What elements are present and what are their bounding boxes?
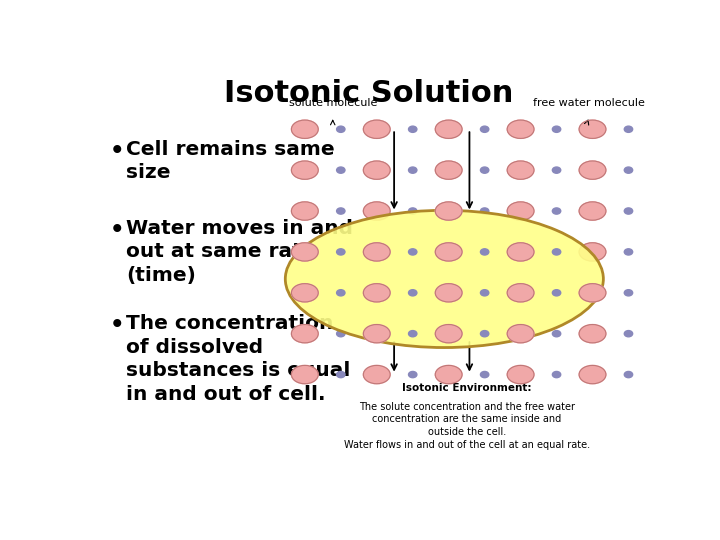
Ellipse shape bbox=[507, 284, 534, 302]
Circle shape bbox=[408, 126, 417, 132]
Circle shape bbox=[480, 249, 489, 255]
Ellipse shape bbox=[364, 202, 390, 220]
Circle shape bbox=[408, 330, 417, 337]
Circle shape bbox=[408, 249, 417, 255]
Ellipse shape bbox=[364, 366, 390, 384]
Text: Isotonic Solution: Isotonic Solution bbox=[225, 79, 513, 109]
Circle shape bbox=[337, 208, 345, 214]
Text: The solute concentration and the free water
concentration are the same inside an: The solute concentration and the free wa… bbox=[343, 402, 590, 450]
Ellipse shape bbox=[436, 243, 462, 261]
Circle shape bbox=[552, 330, 561, 337]
Circle shape bbox=[480, 372, 489, 377]
Text: solute molecule: solute molecule bbox=[289, 98, 377, 109]
Circle shape bbox=[552, 249, 561, 255]
Circle shape bbox=[337, 126, 345, 132]
Ellipse shape bbox=[292, 202, 318, 220]
Ellipse shape bbox=[579, 243, 606, 261]
Ellipse shape bbox=[292, 284, 318, 302]
Text: Water moves in and
out at same rate
(time): Water moves in and out at same rate (tim… bbox=[126, 219, 354, 285]
Circle shape bbox=[552, 126, 561, 132]
Ellipse shape bbox=[507, 366, 534, 384]
Ellipse shape bbox=[292, 325, 318, 343]
Ellipse shape bbox=[292, 161, 318, 179]
Ellipse shape bbox=[364, 120, 390, 138]
Ellipse shape bbox=[436, 202, 462, 220]
Circle shape bbox=[480, 330, 489, 337]
Circle shape bbox=[337, 289, 345, 296]
Ellipse shape bbox=[579, 120, 606, 138]
Text: •: • bbox=[109, 314, 124, 338]
Circle shape bbox=[337, 372, 345, 377]
Circle shape bbox=[624, 289, 633, 296]
Text: •: • bbox=[109, 219, 124, 241]
Ellipse shape bbox=[292, 120, 318, 138]
Circle shape bbox=[552, 208, 561, 214]
Ellipse shape bbox=[507, 161, 534, 179]
Circle shape bbox=[480, 126, 489, 132]
Text: free water molecule: free water molecule bbox=[534, 98, 645, 109]
Circle shape bbox=[408, 289, 417, 296]
Ellipse shape bbox=[436, 366, 462, 384]
Circle shape bbox=[552, 167, 561, 173]
Ellipse shape bbox=[285, 211, 603, 348]
Circle shape bbox=[480, 208, 489, 214]
Ellipse shape bbox=[364, 243, 390, 261]
Circle shape bbox=[337, 167, 345, 173]
Circle shape bbox=[480, 167, 489, 173]
Ellipse shape bbox=[292, 366, 318, 384]
Ellipse shape bbox=[579, 325, 606, 343]
Ellipse shape bbox=[507, 120, 534, 138]
Ellipse shape bbox=[436, 284, 462, 302]
Ellipse shape bbox=[579, 366, 606, 384]
Circle shape bbox=[624, 126, 633, 132]
Ellipse shape bbox=[436, 161, 462, 179]
Text: •: • bbox=[109, 140, 124, 163]
Ellipse shape bbox=[364, 325, 390, 343]
Text: Cell remains same
size: Cell remains same size bbox=[126, 140, 335, 182]
Circle shape bbox=[408, 167, 417, 173]
Ellipse shape bbox=[507, 243, 534, 261]
Ellipse shape bbox=[436, 325, 462, 343]
Circle shape bbox=[552, 289, 561, 296]
Circle shape bbox=[337, 249, 345, 255]
Text: Isotonic Environment:: Isotonic Environment: bbox=[402, 383, 531, 393]
Ellipse shape bbox=[364, 284, 390, 302]
Circle shape bbox=[337, 330, 345, 337]
Ellipse shape bbox=[507, 202, 534, 220]
Circle shape bbox=[624, 167, 633, 173]
Text: The concentration
of dissolved
substances is equal
in and out of cell.: The concentration of dissolved substance… bbox=[126, 314, 351, 404]
Ellipse shape bbox=[436, 120, 462, 138]
Circle shape bbox=[624, 249, 633, 255]
Ellipse shape bbox=[507, 325, 534, 343]
Circle shape bbox=[480, 289, 489, 296]
Circle shape bbox=[624, 330, 633, 337]
Ellipse shape bbox=[579, 161, 606, 179]
Circle shape bbox=[408, 372, 417, 377]
Ellipse shape bbox=[579, 284, 606, 302]
Ellipse shape bbox=[364, 161, 390, 179]
Circle shape bbox=[624, 208, 633, 214]
Ellipse shape bbox=[579, 202, 606, 220]
Circle shape bbox=[552, 372, 561, 377]
Circle shape bbox=[408, 208, 417, 214]
Ellipse shape bbox=[292, 243, 318, 261]
Circle shape bbox=[624, 372, 633, 377]
